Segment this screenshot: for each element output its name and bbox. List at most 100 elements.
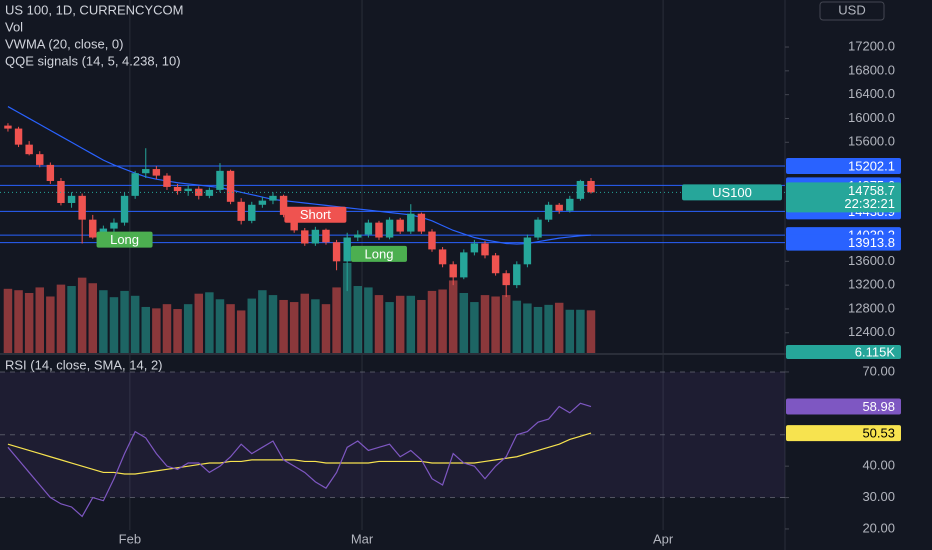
volume-bar [279,299,288,353]
volume-bar [236,310,246,353]
candle-body [301,230,309,244]
candle-body [587,180,595,193]
candle-body [417,213,426,232]
rsi-ma-line [7,432,592,475]
candle-body [78,195,86,220]
last-price-label: 14758.7 [848,183,895,198]
level-label-box [786,234,901,251]
candle-body [544,204,553,220]
x-tick-label: Apr [653,531,674,546]
volume-bar [205,292,214,353]
volume-bar [300,293,310,353]
volume-bar [565,309,575,353]
countdown-label: 22:32:21 [844,196,895,211]
volume-bar [438,289,447,353]
candle-body [513,264,521,286]
volume-bar [544,304,553,353]
vwma-line [7,106,592,245]
candle-body [237,201,245,221]
signal-box [96,231,153,248]
candle-body [523,237,532,265]
x-tick-label: Mar [351,531,374,546]
candle-body [449,264,457,278]
volume-bar [523,303,532,353]
candle-body [89,219,97,238]
candle-body [36,154,44,165]
currency[interactable]: USD [838,2,865,17]
candle-body [343,237,351,262]
volume-bar [427,290,437,353]
volume-bar [3,288,13,353]
volume-bar [109,297,119,353]
chart-title: US 100, 1D, CURRENCYCOM [5,2,183,17]
volume-bar [77,277,87,353]
signal-label: Long [110,232,139,247]
volume-bar [120,290,129,353]
candle-body [14,128,23,145]
rsi-title: RSI (14, close, SMA, 14, 2) [5,357,163,372]
volume-bar [173,309,182,353]
volume-bar [576,309,585,353]
candle-body [460,252,468,278]
candle-body [131,173,139,196]
y-tick-label: 16400.0 [848,86,895,101]
rsi-tick-label: 70.00 [862,363,895,378]
candle-body [407,213,415,232]
volume-bar [289,302,299,353]
volume-bar [99,290,108,353]
volume-bar [417,299,426,353]
signal-label: Long [365,246,394,261]
level-label: 15202.1 [848,158,895,173]
candle-body [269,195,277,201]
candle-body [205,189,214,196]
volume-bar [194,293,204,353]
candle-body [311,229,320,244]
candle-body [354,234,362,238]
volume-bar [491,296,500,353]
currency-box[interactable] [819,1,885,21]
candle-body [216,170,224,190]
signal-box [284,206,347,223]
symbol-tag-box [682,184,782,201]
candle-body [566,198,574,211]
candle-body [322,229,330,243]
y-tick-label: 16000.0 [848,110,895,125]
indicator-label: VWMA (20, close, 0) [5,36,123,51]
symbol-tag: US100 [712,185,752,200]
candle-body [428,231,436,250]
volume-bar [24,293,34,353]
candle-body [248,204,256,221]
volume-bar [56,284,66,353]
candle-body [142,169,150,174]
volume-bar [162,304,172,353]
x-tick-label: Feb [119,531,141,546]
candle-body [152,169,161,176]
candle-body [110,222,118,229]
candle-body [502,273,510,286]
rsi-tick-label: 20.00 [862,520,895,535]
rsi-value-label-box [786,398,901,415]
rsi-tick-label: 40.00 [862,458,895,473]
volume-bar [406,295,416,353]
candle-body [67,195,76,203]
indicator-label: QQE signals (14, 5, 4.238, 10) [5,53,181,68]
last-price-box [786,182,901,213]
candle-body [470,243,479,253]
indicator-label: Vol [5,19,23,34]
volume-bar [321,304,331,353]
volume-bar [533,306,543,353]
volume-bar [342,263,352,353]
candle-body [258,200,267,205]
y-tick-label: 13200.0 [848,277,895,292]
candle-body [173,186,182,192]
volume-bar [88,283,97,353]
candle-body [375,222,383,238]
y-tick-label: 13600.0 [848,253,895,268]
volume-bar [183,304,193,353]
candle-body [576,180,585,199]
candle-body [481,243,489,256]
candle-body [534,219,542,238]
candle-body [120,195,129,223]
